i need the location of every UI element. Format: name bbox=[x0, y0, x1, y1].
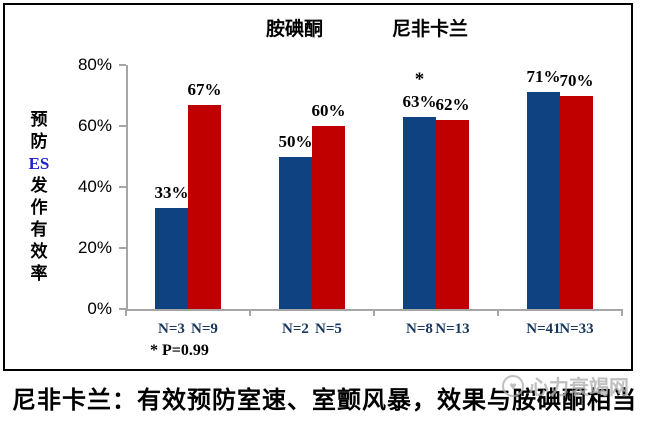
x-axis-tick bbox=[249, 309, 251, 316]
y-axis-tick bbox=[119, 64, 126, 66]
bar-尼非卡兰-4 bbox=[560, 95, 593, 309]
bar-胺碘酮-3 bbox=[403, 116, 436, 309]
x-axis-tick bbox=[621, 309, 623, 316]
legend-label-nifekalant: 尼非卡兰 bbox=[392, 19, 469, 40]
x-axis-tick bbox=[497, 309, 499, 316]
n-label: N=9 bbox=[191, 321, 218, 337]
n-label: N=8 bbox=[406, 321, 433, 337]
n-label: N=3 bbox=[158, 321, 185, 337]
n-label: N=5 bbox=[315, 321, 342, 337]
y-tick-label: 20% bbox=[77, 238, 112, 257]
y-axis-title-char: 预 bbox=[30, 110, 48, 129]
bar-value-label: 33% bbox=[154, 183, 189, 203]
y-axis-tick bbox=[119, 308, 126, 310]
watermark-logo-icon: ♥ bbox=[502, 374, 524, 397]
n-label: N=13 bbox=[435, 321, 470, 337]
p-value-footnote: * P=0.99 bbox=[150, 342, 209, 359]
legend-label-amiodarone: 胺碘酮 bbox=[266, 19, 324, 40]
n-label: N=2 bbox=[282, 321, 309, 337]
x-axis-tick bbox=[373, 309, 375, 316]
n-label: N=41 bbox=[526, 321, 561, 337]
bar-胺碘酮-4 bbox=[527, 92, 560, 309]
bar-尼非卡兰-1 bbox=[188, 104, 221, 309]
y-axis-title-char: 发 bbox=[30, 176, 48, 195]
y-tick-label: 0% bbox=[87, 299, 112, 318]
bar-value-label: 70% bbox=[559, 70, 594, 90]
bar-value-label: 63% bbox=[402, 91, 437, 111]
bar-value-label: 62% bbox=[435, 94, 470, 114]
watermark-text: 心力衰竭网 bbox=[529, 377, 629, 399]
x-axis-tick bbox=[125, 309, 127, 316]
watermark: ♥ 心力衰竭网 bbox=[502, 371, 629, 400]
bar-尼非卡兰-2 bbox=[312, 126, 345, 309]
y-tick-label: 60% bbox=[77, 116, 112, 135]
chart-caption: 尼非卡兰：有效预防室速、室颤风暴，效果与胺碘酮相当 bbox=[12, 387, 637, 414]
chart-plot-box: 胺碘酮 尼非卡兰 预防 ES 发作有效率 0% 20% 40% 60% 80% 33% N=3 5… bbox=[3, 3, 633, 371]
significance-star: * bbox=[414, 68, 425, 90]
y-tick-label: 80% bbox=[77, 55, 112, 74]
bar-value-label: 60% bbox=[311, 101, 346, 120]
bar-胺碘酮-2 bbox=[279, 156, 312, 309]
y-axis-title-char: 效 bbox=[30, 242, 48, 261]
bar-value-label: 71% bbox=[526, 67, 561, 87]
n-label: N=33 bbox=[559, 321, 594, 337]
y-axis-title-char: 作 bbox=[30, 198, 48, 217]
y-axis-line bbox=[126, 65, 128, 310]
y-axis-tick bbox=[119, 125, 126, 127]
y-axis-tick bbox=[119, 186, 126, 188]
bar-胺碘酮-1 bbox=[155, 208, 188, 309]
plot-area: 0% 20% 40% 60% 80% 33% N=3 50% N=2 63% N=8 * 71% N=41… bbox=[78, 55, 623, 337]
bar-尼非卡兰-3 bbox=[436, 119, 469, 309]
bar-value-label: 50% bbox=[278, 131, 313, 151]
bar-value-label: 67% bbox=[187, 79, 222, 99]
y-axis-title-char: 有 bbox=[30, 220, 48, 239]
y-axis-tick bbox=[119, 247, 126, 249]
y-axis-title: 预防 ES 发作有效率 bbox=[25, 109, 53, 285]
y-axis-title-char: ES bbox=[28, 154, 50, 173]
y-tick-label: 40% bbox=[77, 177, 112, 196]
y-axis-title-char: 率 bbox=[30, 264, 48, 283]
y-axis-title-char: 防 bbox=[30, 132, 48, 151]
